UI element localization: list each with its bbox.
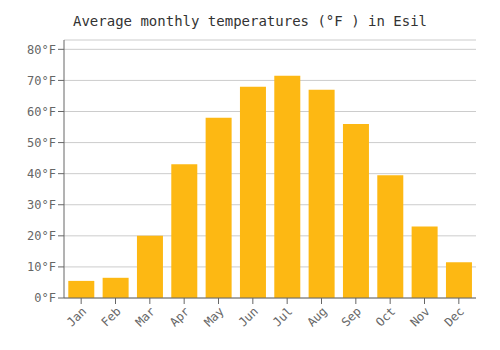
- svg-text:20°F: 20°F: [27, 229, 56, 243]
- svg-text:Apr: Apr: [167, 304, 192, 329]
- svg-text:Aug: Aug: [304, 304, 329, 329]
- svg-text:Feb: Feb: [98, 304, 123, 329]
- svg-text:40°F: 40°F: [27, 167, 56, 181]
- html-text:Average monthly temperatures (: Average monthly temperatures (°F ) in Es…: [73, 13, 427, 29]
- svg-text:Jun: Jun: [236, 304, 261, 329]
- svg-text:Dec: Dec: [442, 304, 467, 329]
- svg-text:60°F: 60°F: [27, 105, 56, 119]
- svg-text:Jul: Jul: [270, 304, 295, 329]
- svg-text:10°F: 10°F: [27, 260, 56, 274]
- svg-text:70°F: 70°F: [27, 74, 56, 88]
- svg-text:0°F: 0°F: [34, 291, 56, 305]
- svg-text:Sep: Sep: [339, 304, 364, 329]
- svg-text:May: May: [201, 304, 226, 329]
- svg-text:80°F: 80°F: [27, 43, 56, 57]
- svg-text:Jan: Jan: [64, 304, 89, 329]
- svg-text:50°F: 50°F: [27, 136, 56, 150]
- svg-text:Mar: Mar: [133, 304, 158, 329]
- svg-text:30°F: 30°F: [27, 198, 56, 212]
- svg-text:Nov: Nov: [407, 304, 432, 329]
- svg-text:Oct: Oct: [373, 304, 398, 329]
